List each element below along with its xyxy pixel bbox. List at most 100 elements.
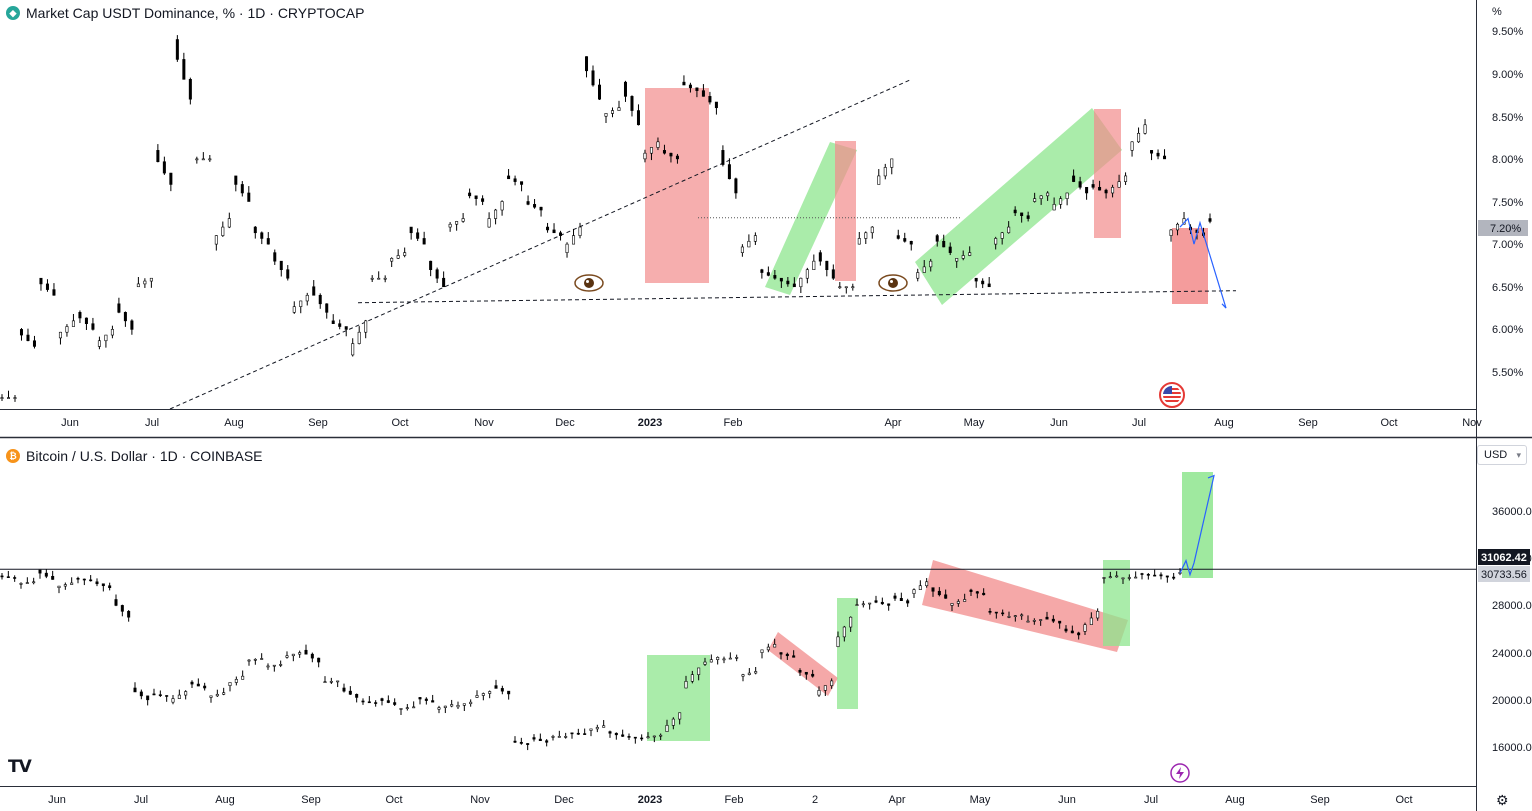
candle-body: [209, 695, 213, 698]
time-tick-label: Apr: [884, 417, 901, 429]
candle-body: [310, 653, 314, 659]
candle-body: [201, 158, 205, 161]
top-pane-legend[interactable]: ◆ Market Cap USDT Dominance, % · 1D · CR…: [6, 5, 364, 21]
candle-body: [899, 598, 903, 601]
candle-body: [177, 694, 181, 699]
candle-body: [823, 685, 827, 691]
currency-select[interactable]: USD ▾: [1477, 445, 1527, 465]
bottom-pane-title: Bitcoin / U.S. Dollar · 1D · COINBASE: [26, 448, 263, 464]
candle-body: [468, 192, 472, 197]
candle-body: [1208, 218, 1212, 222]
eye-icon: [574, 274, 604, 292]
bottom-pane-legend[interactable]: ₿ Bitcoin / U.S. Dollar · 1D · COINBASE: [6, 448, 263, 464]
candle-body: [393, 702, 397, 705]
bottom-time-axis[interactable]: Jun Jul Aug Sep Oct Nov Dec 2023 Feb 2 Apr May Jun Ju…: [48, 794, 1412, 806]
candle-body: [304, 649, 308, 655]
time-tick-label: Oct: [1380, 417, 1397, 429]
candle-body: [1169, 229, 1173, 236]
btc-usd-series[interactable]: [0, 568, 1182, 751]
time-tick-label: Aug: [215, 794, 235, 806]
top-price-scale[interactable]: 5.50% 6.00% 6.50% 7.00% 7.50% 8.00% 8.50% 9.00%…: [1492, 26, 1523, 379]
percent-scale-label[interactable]: %: [1492, 6, 1502, 18]
candle-body: [811, 673, 815, 677]
candle-body: [190, 681, 194, 685]
candle-body: [887, 603, 891, 606]
candle-body: [779, 277, 783, 282]
candle-body: [727, 164, 731, 180]
candle-body: [222, 692, 226, 695]
candle-body: [754, 671, 758, 674]
candle-body: [133, 687, 137, 693]
candle-body: [798, 669, 802, 673]
bottom-black-tag-bg: [1478, 549, 1530, 565]
forecast-arrow-down[interactable]: [1179, 217, 1227, 309]
time-tick-label: Feb: [724, 417, 743, 429]
candle-body: [519, 741, 523, 744]
candle-body: [896, 235, 900, 239]
time-tick-label: 2023: [638, 417, 662, 429]
candle-body: [1032, 620, 1036, 622]
candle-body: [1052, 204, 1056, 211]
green-channel-2: [915, 108, 1122, 305]
candle-body: [130, 320, 134, 330]
candle-body: [906, 600, 910, 604]
candle-body: [1134, 576, 1138, 579]
candle-body: [405, 707, 409, 709]
candle-body: [1159, 574, 1163, 577]
time-tick-label: Nov: [1462, 417, 1482, 429]
candle-body: [861, 603, 865, 606]
candle-body: [260, 658, 264, 660]
candle-body: [78, 312, 82, 319]
green-zone-2: [837, 598, 858, 709]
candle-body: [272, 664, 276, 667]
tradingview-logo-icon[interactable]: TV: [8, 757, 32, 777]
rising-trendline[interactable]: [169, 79, 911, 410]
us-flag-icon[interactable]: [1159, 382, 1185, 408]
candle-body: [652, 735, 656, 738]
candle-body: [323, 681, 327, 684]
candle-body: [364, 320, 368, 333]
candle-body: [649, 147, 653, 154]
candle-body: [325, 303, 329, 313]
candle-body: [916, 272, 920, 279]
red-channel-1: [768, 632, 838, 696]
candle-body: [127, 610, 131, 618]
candle-body: [481, 198, 485, 202]
candle-body: [909, 240, 913, 245]
candle-body: [383, 277, 387, 280]
usdt-dominance-series[interactable]: [0, 35, 1212, 402]
forecast-arrow-up[interactable]: [1179, 474, 1215, 577]
candle-body: [82, 578, 86, 581]
gear-icon[interactable]: ⚙: [1496, 792, 1509, 808]
candle-body: [175, 39, 179, 60]
candle-body: [675, 155, 679, 160]
candle-body: [1065, 192, 1069, 199]
support-trendline[interactable]: [357, 290, 1237, 304]
candle-body: [753, 235, 757, 242]
top-time-axis[interactable]: Jun Jul Aug Sep Oct Nov Dec 2023 Feb Apr May Jun Jul…: [61, 417, 1482, 429]
candle-body: [944, 594, 948, 599]
candle-body: [982, 592, 986, 596]
red-channel-2: [922, 560, 1128, 652]
candle-body: [703, 661, 707, 665]
candle-body: [101, 583, 105, 587]
candle-body: [89, 579, 93, 582]
candle-body: [855, 604, 859, 606]
candle-body: [114, 599, 118, 606]
candle-body: [158, 694, 162, 696]
candle-body: [961, 255, 965, 259]
candle-body: [728, 657, 732, 660]
candle-body: [925, 581, 929, 587]
candle-body: [948, 246, 952, 253]
time-tick-label: Sep: [1310, 794, 1330, 806]
candle-body: [695, 87, 699, 91]
candle-body: [659, 734, 663, 737]
candle-body: [305, 294, 309, 302]
candle-body: [108, 585, 112, 589]
candle-body: [65, 326, 69, 333]
candle-body: [19, 329, 23, 336]
currency-select-value: USD: [1484, 449, 1508, 461]
time-tick-label: Oct: [391, 417, 408, 429]
lightning-icon[interactable]: [1170, 763, 1190, 783]
